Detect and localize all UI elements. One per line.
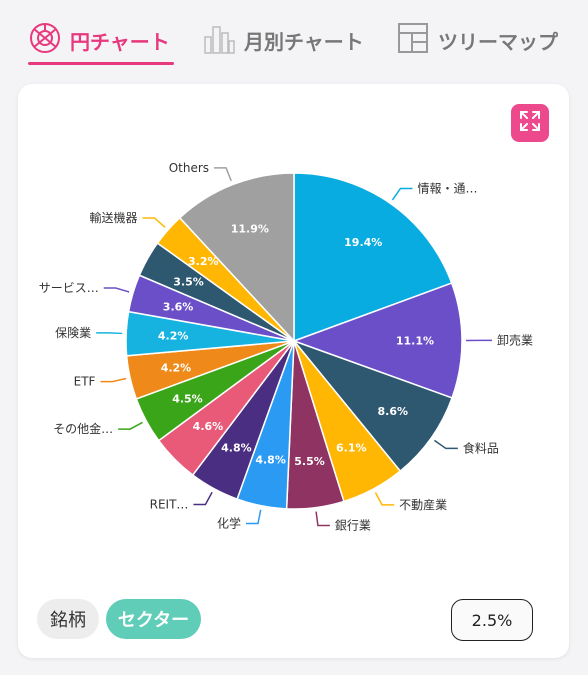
pie-slice-0[interactable] bbox=[293, 172, 453, 343]
slice-value-label-0: 19.4% bbox=[344, 236, 382, 249]
treemap-icon bbox=[396, 21, 430, 60]
tab-treemap-label: ツリーマップ bbox=[438, 29, 558, 54]
slice-leader-line-2 bbox=[433, 439, 458, 450]
slice-value-label-11: 3.6% bbox=[163, 301, 194, 314]
expand-icon bbox=[518, 109, 542, 137]
slice-value-label-4: 5.5% bbox=[294, 455, 325, 468]
slice-value-label-12: 3.5% bbox=[173, 276, 204, 289]
tab-treemap[interactable]: ツリーマップ bbox=[396, 18, 558, 62]
tab-pie-chart-label: 円チャート bbox=[70, 29, 170, 54]
slice-leader-line-9 bbox=[100, 377, 127, 383]
slice-value-label-5: 4.8% bbox=[255, 454, 286, 467]
slice-value-label-1: 11.1% bbox=[396, 335, 434, 348]
slice-leader-line-8 bbox=[118, 421, 143, 430]
slice-leader-line-3 bbox=[374, 492, 395, 506]
threshold-value-button[interactable]: 2.5% bbox=[451, 599, 533, 641]
slice-leader-line-5 bbox=[245, 509, 262, 525]
slice-name-label-9: ETF bbox=[74, 375, 96, 389]
slice-leader-line-0 bbox=[391, 187, 413, 201]
slice-leader-line-13 bbox=[142, 217, 166, 228]
sector-toggle-button[interactable]: セクター bbox=[106, 599, 201, 639]
slice-name-label-4: 銀行業 bbox=[335, 518, 371, 532]
slice-value-label-9: 4.2% bbox=[161, 361, 192, 374]
tab-monthly-chart-label: 月別チャート bbox=[244, 29, 364, 54]
slice-value-label-7: 4.6% bbox=[193, 420, 224, 433]
slice-name-label-3: 不動産業 bbox=[399, 497, 447, 512]
pie-chart-icon bbox=[28, 21, 62, 60]
active-tab-indicator bbox=[28, 62, 174, 65]
sector-pie-chart: 19.4% 情報・通… 11.1% 卸売業 8.6% 食料品 6.1% 不動産業 5.5% 銀行業… bbox=[39, 161, 533, 533]
slice-name-label-1: 卸売業 bbox=[497, 332, 533, 347]
slice-name-label-10: 保険業 bbox=[55, 326, 91, 340]
slice-leader-line-4 bbox=[315, 511, 330, 527]
slice-name-label-2: 食料品 bbox=[463, 440, 499, 455]
slice-value-label-3: 6.1% bbox=[336, 442, 367, 455]
pie-slice-1[interactable] bbox=[291, 282, 463, 399]
slice-name-label-14: Others bbox=[169, 161, 209, 175]
chart-type-tabs: 円チャート 月別チャート ツリーマップ bbox=[0, 0, 588, 80]
expand-button[interactable] bbox=[511, 104, 549, 142]
slice-name-label-13: 輸送機器 bbox=[89, 210, 137, 225]
slice-leader-line-6 bbox=[193, 491, 213, 506]
slice-value-label-14: 11.9% bbox=[231, 222, 269, 235]
chart-card: 19.4% 情報・通… 11.1% 卸売業 8.6% 食料品 6.1% 不動産業 5.5% 銀行業… bbox=[18, 84, 569, 658]
slice-value-label-10: 4.2% bbox=[158, 330, 189, 343]
pie-slice-14[interactable] bbox=[178, 172, 295, 343]
slice-leader-line-11 bbox=[103, 287, 130, 293]
pie-slice-2[interactable] bbox=[291, 339, 454, 473]
slice-value-label-8: 4.5% bbox=[172, 392, 203, 405]
slice-value-label-13: 3.2% bbox=[188, 255, 219, 268]
tab-monthly-chart[interactable]: 月別チャート bbox=[202, 18, 364, 62]
slice-name-label-6: REIT… bbox=[150, 498, 189, 512]
slice-value-label-2: 8.6% bbox=[377, 405, 408, 418]
slice-name-label-5: 化学 bbox=[217, 515, 241, 530]
city-bars-icon bbox=[202, 21, 236, 60]
slice-name-label-11: サービス… bbox=[39, 281, 99, 295]
slice-name-label-8: その他金… bbox=[53, 421, 113, 436]
slice-name-label-0: 情報・通… bbox=[417, 181, 477, 195]
stock-toggle-button[interactable]: 銘柄 bbox=[37, 599, 99, 639]
slice-leader-line-14 bbox=[214, 167, 232, 182]
slice-leader-line-10 bbox=[96, 332, 123, 335]
slice-value-label-6: 4.8% bbox=[221, 441, 252, 454]
tab-pie-chart[interactable]: 円チャート bbox=[28, 18, 170, 62]
